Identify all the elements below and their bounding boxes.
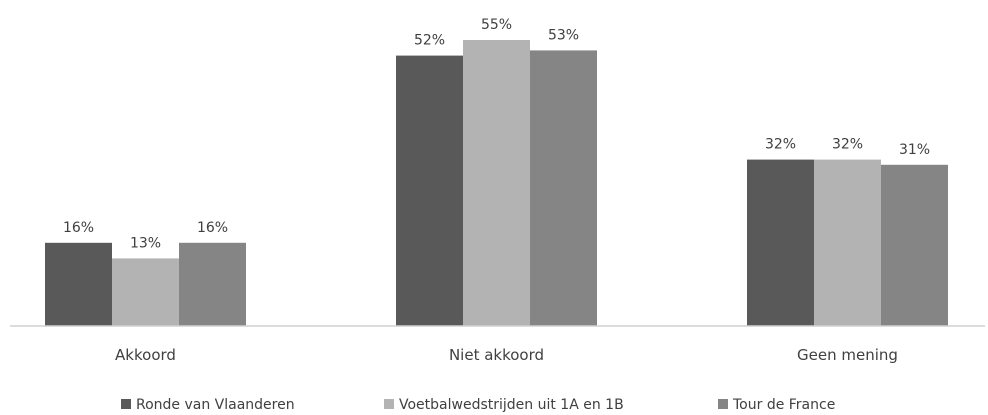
bars-layer: [45, 40, 948, 327]
legend-swatch-1: [384, 399, 394, 409]
data-label-1-0: 52%: [414, 33, 445, 49]
legend-label-1: Voetbalwedstrijden uit 1A en 1B: [399, 397, 624, 413]
data-label-1-2: 53%: [548, 27, 579, 43]
category-label-2: Geen mening: [797, 346, 898, 364]
bar-0-2: [179, 242, 246, 326]
bar-2-0: [747, 159, 814, 326]
data-label-2-2: 31%: [899, 142, 930, 158]
data-label-0-0: 16%: [63, 220, 94, 236]
category-label-1: Niet akkoord: [449, 346, 544, 364]
category-labels-layer: Akkoord Niet akkoord Geen mening: [115, 346, 898, 364]
legend-label-0: Ronde van Vlaanderen: [136, 397, 295, 413]
data-label-2-1: 32%: [832, 137, 863, 153]
legend-swatch-0: [121, 399, 131, 409]
bar-0-0: [45, 242, 112, 326]
legend: Ronde van Vlaanderen Voetbalwedstrijden u…: [121, 397, 835, 413]
data-label-2-0: 32%: [765, 137, 796, 153]
data-labels-layer: 16% 13% 16% 52% 55% 53% 32% 32% 31%: [63, 17, 930, 251]
data-label-0-2: 16%: [197, 220, 228, 236]
legend-label-2: Tour de France: [732, 397, 835, 413]
bar-2-1: [814, 159, 881, 326]
bar-1-1: [463, 40, 530, 326]
category-label-0: Akkoord: [115, 346, 176, 364]
data-label-0-1: 13%: [130, 235, 161, 251]
legend-swatch-2: [718, 399, 728, 409]
bar-0-1: [112, 258, 179, 326]
bar-1-2: [530, 50, 597, 327]
data-label-1-1: 55%: [481, 17, 512, 33]
bar-1-0: [396, 55, 463, 326]
bar-2-2: [881, 164, 948, 326]
